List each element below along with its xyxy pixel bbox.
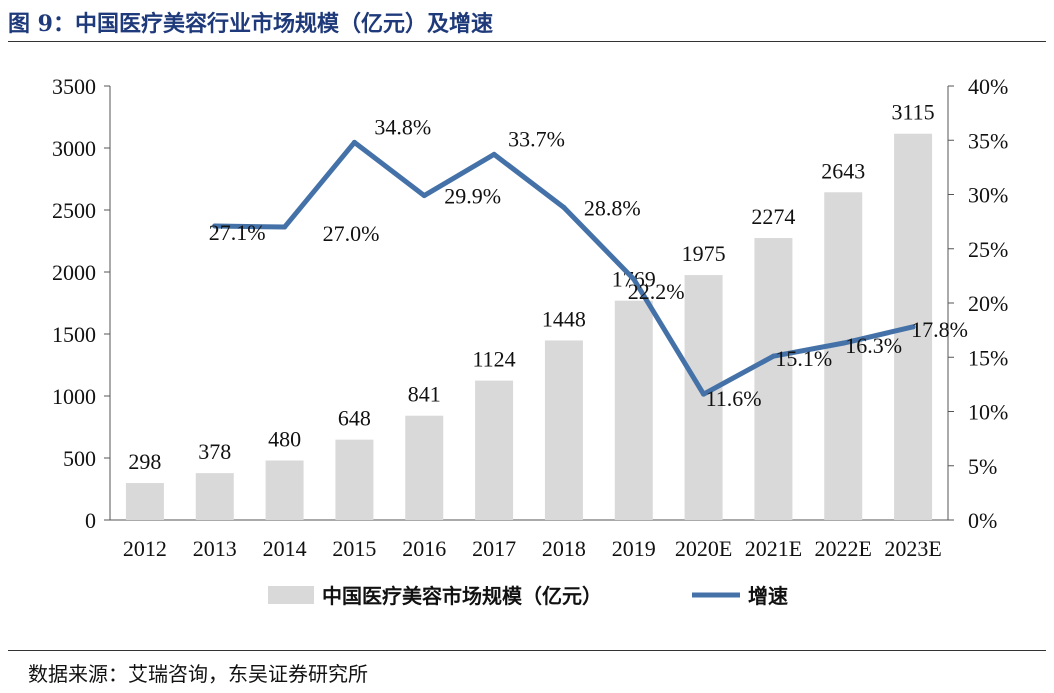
bar-value-label: 2274 xyxy=(751,204,795,229)
bar-labels: 298 3784806488411124144817691975227426433… xyxy=(128,100,934,474)
page-title: 图 9：中国医疗美容行业市场规模（亿元）及增速 xyxy=(8,11,493,37)
bar xyxy=(754,238,793,521)
y-left-tick-label: 3000 xyxy=(52,136,96,161)
x-tick-label: 2015 xyxy=(332,536,376,561)
legend-bar-label: 中国医疗美容市场规模（亿元） xyxy=(322,584,602,608)
y-right-tick-label: 5% xyxy=(968,454,997,479)
bar xyxy=(405,415,444,520)
y-left-tick-label: 1500 xyxy=(52,322,96,347)
y-right-tick-label: 15% xyxy=(968,345,1008,370)
y-left-axis: 0 500 1000 1500 2000 2500 3000 3500 xyxy=(52,74,111,533)
title-bar: 图 9：中国医疗美容行业市场规模（亿元）及增速 xyxy=(0,0,1054,42)
y-left-tick-label: 0 xyxy=(85,508,96,533)
y-left-tick-label: 3500 xyxy=(52,74,96,99)
growth-point xyxy=(561,205,567,211)
x-tick-label: 2016 xyxy=(402,536,446,561)
growth-point xyxy=(840,340,846,346)
bar xyxy=(614,300,653,520)
y-left-tick-label: 1000 xyxy=(52,384,96,409)
bar-value-label: 841 xyxy=(408,382,441,407)
legend-line-label: 增速 xyxy=(748,584,788,608)
growth-value-label: 27.0% xyxy=(323,221,380,246)
legend: 中国医疗美容市场规模（亿元） 增速 xyxy=(268,584,788,608)
y-left-tick-label: 500 xyxy=(63,446,96,471)
y-left-tick-label: 2500 xyxy=(52,198,96,223)
bar-value-label: 1975 xyxy=(682,241,726,266)
source-note: 数据来源：艾瑞咨询，东吴证券研究所 xyxy=(28,662,368,686)
legend-bar-swatch xyxy=(268,586,314,604)
y-right-tick-label: 20% xyxy=(968,291,1008,316)
x-tick-label: 2013 xyxy=(193,536,237,561)
bar-value-label: 2643 xyxy=(821,158,865,183)
growth-value-label: 16.3% xyxy=(845,333,902,358)
growth-value-label: 29.9% xyxy=(444,184,501,209)
bar xyxy=(544,340,583,520)
growth-value-label: 28.8% xyxy=(584,196,641,221)
x-tick-label: 2021E xyxy=(745,536,802,561)
bars xyxy=(125,133,933,521)
growth-point xyxy=(351,139,357,145)
bar xyxy=(824,192,863,520)
x-tick-label: 2019 xyxy=(612,536,656,561)
bar xyxy=(195,473,234,520)
y-right-tick-label: 40% xyxy=(968,74,1008,99)
growth-line xyxy=(212,139,916,397)
growth-point xyxy=(631,276,637,282)
bar-value-label: 480 xyxy=(268,426,301,451)
growth-value-label: 34.8% xyxy=(374,114,431,139)
bar xyxy=(265,460,304,520)
x-tick-label: 2018 xyxy=(542,536,586,561)
y-right-axis: 0% 5% 10% 15% 20% 25% 30% 35% 40% xyxy=(947,74,1008,533)
growth-point xyxy=(421,193,427,199)
bar xyxy=(125,483,164,520)
bar-value-label: 1448 xyxy=(542,306,586,331)
y-right-tick-label: 0% xyxy=(968,508,997,533)
bar-value-label: 3115 xyxy=(891,100,934,125)
x-tick-label: 2014 xyxy=(263,536,307,561)
x-tick-label: 2022E xyxy=(815,536,872,561)
growth-point xyxy=(910,324,916,330)
bar xyxy=(475,380,514,520)
x-tick-label: 2012 xyxy=(123,536,167,561)
y-right-tick-label: 35% xyxy=(968,128,1008,153)
growth-value-label: 15.1% xyxy=(775,346,832,371)
growth-value-label: 33.7% xyxy=(508,126,565,151)
x-tick-label: 2020E xyxy=(675,536,732,561)
bar-value-label: 298 xyxy=(128,449,161,474)
y-left-tick-label: 2000 xyxy=(52,260,96,285)
growth-value-label: 11.6% xyxy=(706,386,762,411)
y-right-tick-label: 25% xyxy=(968,237,1008,262)
bar xyxy=(684,275,723,520)
growth-point xyxy=(491,151,497,157)
growth-point xyxy=(212,223,218,229)
bar-value-label: 648 xyxy=(338,406,371,431)
source-divider xyxy=(8,650,1046,651)
bar xyxy=(335,439,374,520)
y-right-tick-label: 10% xyxy=(968,400,1008,425)
line-labels: 27.1% 27.0% 34.8% 29.9% 33.7% 28.8% 22.2% 11.6%… xyxy=(209,114,968,411)
title-divider xyxy=(8,41,1046,42)
growth-value-label: 22.2% xyxy=(628,279,685,304)
growth-point xyxy=(770,353,776,359)
y-right-tick-label: 30% xyxy=(968,183,1008,208)
x-tick-label: 2023E xyxy=(884,536,941,561)
bar-value-label: 378 xyxy=(198,439,231,464)
bar-value-label: 1124 xyxy=(472,347,515,372)
growth-point xyxy=(282,224,288,230)
growth-point xyxy=(701,391,707,397)
x-tick-label: 2017 xyxy=(472,536,516,561)
x-axis: 2012 2013 2014 2015 2016 2017 2018 2019 2020E 202… xyxy=(110,519,948,561)
growth-value-label: 17.8% xyxy=(911,317,968,342)
growth-value-label: 27.1% xyxy=(209,220,266,245)
